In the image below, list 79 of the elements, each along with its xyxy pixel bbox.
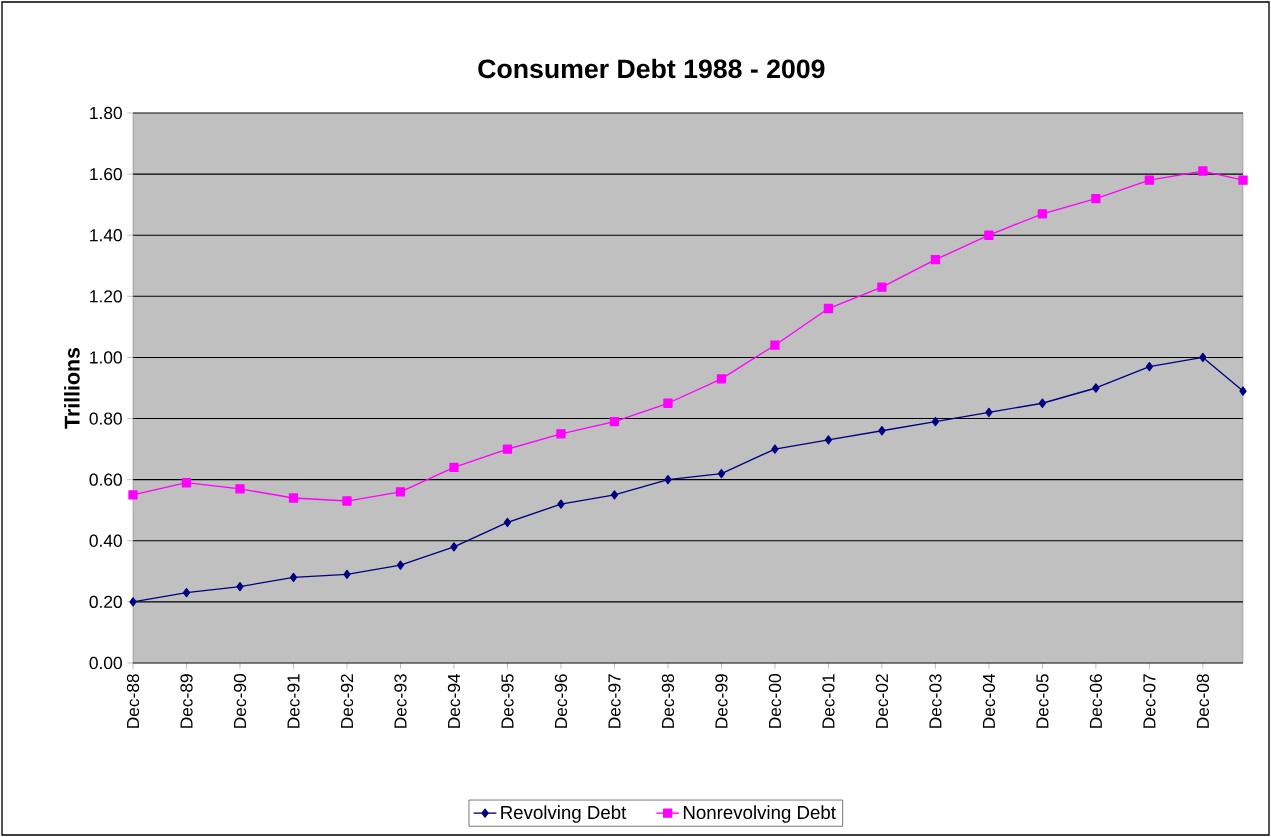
point	[878, 426, 886, 436]
point	[343, 569, 351, 580]
y-axis-title: Trillions	[64, 347, 80, 429]
y-tick-label: 1.80	[90, 106, 122, 120]
legend-label: Revolving Debt	[501, 805, 627, 823]
x-tick-label: Dec-00	[768, 674, 782, 728]
point	[877, 282, 887, 292]
x-tick-label: Dec-99	[715, 674, 728, 728]
point	[1199, 352, 1207, 363]
point	[823, 303, 834, 314]
y-tick-label: 0.80	[89, 412, 122, 425]
x-tick-label: Dec-96	[554, 674, 568, 728]
point	[342, 496, 352, 506]
y-tick-label: 0.00	[89, 656, 122, 670]
point	[449, 462, 459, 473]
point	[984, 230, 994, 240]
y-tick-label: 1.40	[90, 229, 122, 242]
y-tick-label: 0.60	[89, 473, 122, 486]
x-tick-label: Dec-95	[501, 674, 514, 728]
x-tick-label: Dec-89	[180, 674, 193, 728]
point	[128, 490, 138, 500]
point	[235, 484, 245, 494]
point	[1145, 361, 1154, 372]
x-tick-label: Dec-97	[608, 674, 621, 728]
x-tick-label: Dec-04	[982, 673, 996, 728]
x-tick-label: Dec-05	[1036, 674, 1049, 728]
point	[503, 517, 512, 528]
point	[396, 560, 405, 570]
x-tick-label: Dec-90	[233, 674, 247, 728]
x-tick-label: Dec-02	[875, 674, 889, 728]
point	[182, 588, 191, 598]
point	[129, 597, 137, 607]
point	[556, 429, 566, 439]
point	[1238, 175, 1248, 185]
point	[236, 581, 244, 592]
point	[930, 254, 941, 265]
x-tick-label: Dec-88	[126, 674, 140, 728]
x-tick-label: Dec-92	[340, 674, 354, 728]
legend-label: Nonrevolving Debt	[683, 805, 836, 823]
y-tick-label: 1.00	[90, 351, 122, 364]
point	[502, 444, 513, 454]
point	[824, 435, 833, 445]
point	[1092, 383, 1100, 393]
x-tick-label: Dec-07	[1143, 674, 1156, 728]
point	[717, 468, 726, 479]
x-tick-label: Dec-06	[1089, 674, 1103, 728]
point	[395, 487, 406, 497]
point	[1091, 193, 1101, 204]
y-tick-label: 0.20	[89, 595, 122, 609]
point	[931, 416, 940, 427]
point	[610, 490, 619, 500]
chart-title: Consumer Debt 1988 - 2009	[478, 58, 825, 79]
point	[181, 478, 192, 488]
y-tick-label: 0.40	[89, 534, 122, 547]
x-tick-label: Dec-91	[287, 674, 300, 728]
point	[770, 340, 780, 350]
y-tick-label: 1.60	[90, 167, 122, 181]
point	[288, 493, 299, 503]
point	[1198, 166, 1208, 176]
point	[1144, 175, 1155, 185]
point	[716, 374, 727, 384]
point	[450, 542, 458, 552]
point	[664, 474, 672, 485]
x-tick-label: Dec-98	[661, 674, 675, 728]
point	[1239, 386, 1247, 396]
point	[557, 499, 565, 509]
x-tick-label: Dec-93	[394, 674, 407, 728]
point	[1038, 398, 1047, 408]
point	[289, 572, 298, 583]
point	[663, 398, 673, 408]
x-tick-label: Dec-03	[929, 674, 942, 728]
y-tick-label: 1.20	[90, 290, 122, 303]
point	[1037, 209, 1048, 219]
point	[985, 407, 993, 418]
x-tick-label: Dec-08	[1196, 674, 1210, 728]
x-tick-label: Dec-01	[822, 674, 835, 728]
x-tick-label: Dec-94	[447, 673, 461, 728]
point	[609, 416, 620, 427]
point	[771, 444, 779, 454]
